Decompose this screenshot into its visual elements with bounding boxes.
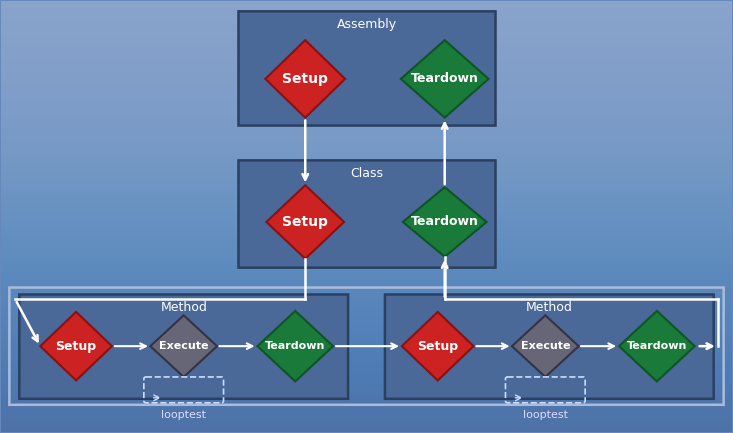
Text: Class: Class: [350, 167, 383, 180]
Text: Teardown: Teardown: [265, 341, 325, 351]
FancyBboxPatch shape: [238, 11, 496, 126]
FancyBboxPatch shape: [385, 294, 714, 399]
Text: Execute: Execute: [159, 341, 208, 351]
Text: Assembly: Assembly: [337, 18, 397, 31]
Text: Teardown: Teardown: [410, 72, 479, 85]
Polygon shape: [265, 40, 345, 118]
Text: looptest: looptest: [161, 410, 206, 420]
Polygon shape: [401, 40, 488, 118]
Text: Execute: Execute: [520, 341, 570, 351]
Polygon shape: [257, 311, 333, 381]
Text: Method: Method: [526, 301, 572, 314]
Polygon shape: [40, 312, 112, 381]
Polygon shape: [402, 312, 474, 381]
Polygon shape: [150, 315, 217, 377]
Text: Setup: Setup: [282, 215, 328, 229]
Text: Setup: Setup: [417, 339, 458, 352]
Polygon shape: [619, 311, 695, 381]
Polygon shape: [403, 187, 487, 257]
FancyBboxPatch shape: [19, 294, 348, 399]
Text: Method: Method: [161, 301, 207, 314]
Text: Setup: Setup: [282, 72, 328, 86]
Polygon shape: [512, 315, 578, 377]
Text: Setup: Setup: [56, 339, 97, 352]
Text: Teardown: Teardown: [627, 341, 687, 351]
Polygon shape: [266, 185, 344, 259]
FancyBboxPatch shape: [238, 160, 496, 268]
Text: looptest: looptest: [523, 410, 568, 420]
Text: Teardown: Teardown: [410, 216, 479, 229]
